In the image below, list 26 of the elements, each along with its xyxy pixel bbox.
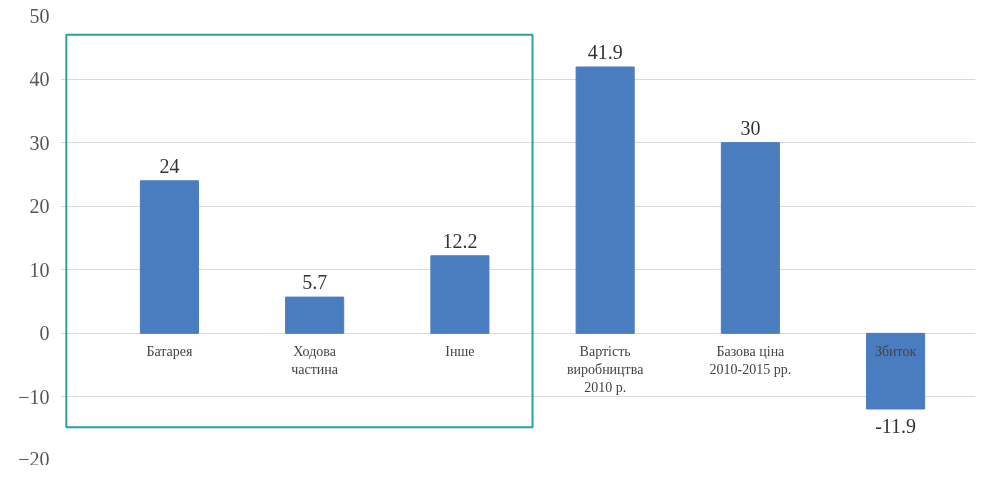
bar [575,66,635,334]
y-tick-label: 0 [39,322,50,345]
data-label: -11.9 [875,415,917,438]
data-label: 24 [159,154,180,177]
data-label: 41.9 [587,40,623,63]
bar [430,255,490,334]
x-tick-label: Батарея [146,344,194,360]
y-tick-label: −20 [18,447,50,470]
data-label: 12.2 [442,229,478,252]
y-tick-label: 30 [29,131,50,154]
data-label: 5.7 [302,271,328,294]
y-tick-label: 40 [29,68,50,91]
y-tick-label: 10 [29,258,50,281]
y-tick-label: 50 [29,4,50,27]
y-tick-label: 20 [29,195,50,218]
bar [866,332,926,410]
x-tick-label: Збиток [874,344,917,360]
x-tick-label: Вартість виробництва 2010 р. [566,344,645,396]
y-tick-label: −10 [18,385,50,408]
bar [139,180,199,334]
data-label: 30 [740,116,761,139]
x-tick-label: Інше [445,344,475,360]
bar [720,142,780,334]
x-tick-label: Ходова частина [291,344,339,378]
bar [285,296,345,334]
x-tick-label: Базова ціна 2010-2015 рр. [709,344,792,378]
